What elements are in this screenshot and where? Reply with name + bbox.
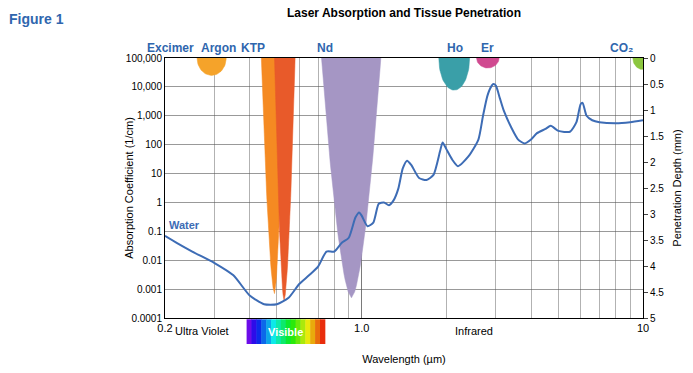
svg-text:10: 10 <box>151 168 163 179</box>
svg-text:Figure 1: Figure 1 <box>9 11 64 27</box>
svg-text:4.5: 4.5 <box>650 287 664 298</box>
svg-text:KTP: KTP <box>241 41 265 55</box>
svg-text:Visible: Visible <box>268 326 303 338</box>
svg-text:10: 10 <box>637 322 649 334</box>
svg-text:Ho: Ho <box>447 41 463 55</box>
svg-text:0.2: 0.2 <box>157 322 172 334</box>
svg-text:Excimer: Excimer <box>147 41 194 55</box>
svg-text:1: 1 <box>156 197 162 208</box>
svg-text:0.5: 0.5 <box>650 79 664 90</box>
svg-text:Infrared: Infrared <box>455 325 493 337</box>
svg-text:3.5: 3.5 <box>650 235 664 246</box>
svg-text:Nd: Nd <box>317 41 333 55</box>
svg-text:2.5: 2.5 <box>650 183 664 194</box>
svg-text:100: 100 <box>145 139 162 150</box>
svg-text:1,000: 1,000 <box>137 110 162 121</box>
svg-text:5: 5 <box>650 313 656 324</box>
svg-text:100,000: 100,000 <box>126 53 163 64</box>
svg-text:3: 3 <box>650 209 656 220</box>
svg-text:Penetration Depth (mm): Penetration Depth (mm) <box>671 129 683 246</box>
svg-text:0.01: 0.01 <box>143 255 163 266</box>
svg-text:0.001: 0.001 <box>137 284 162 295</box>
svg-text:1.5: 1.5 <box>650 131 664 142</box>
svg-text:0.1: 0.1 <box>148 226 162 237</box>
svg-text:Er: Er <box>481 41 494 55</box>
svg-text:Argon: Argon <box>201 41 236 55</box>
svg-text:Laser Absorption and Tissue Pe: Laser Absorption and Tissue Penetration <box>287 6 521 20</box>
svg-text:1.0: 1.0 <box>354 322 369 334</box>
svg-text:Wavelength (µm): Wavelength (µm) <box>362 353 446 365</box>
svg-text:10,000: 10,000 <box>131 81 162 92</box>
svg-text:CO₂: CO₂ <box>610 41 633 55</box>
svg-text:2: 2 <box>650 157 656 168</box>
svg-text:4: 4 <box>650 261 656 272</box>
svg-text:0.0001: 0.0001 <box>131 313 162 324</box>
svg-text:Absorption Coefficient (1/cm): Absorption Coefficient (1/cm) <box>123 117 135 259</box>
svg-text:0: 0 <box>650 53 656 64</box>
svg-text:1: 1 <box>650 105 656 116</box>
svg-text:Ultra Violet: Ultra Violet <box>175 325 229 337</box>
svg-text:Water: Water <box>169 219 200 231</box>
